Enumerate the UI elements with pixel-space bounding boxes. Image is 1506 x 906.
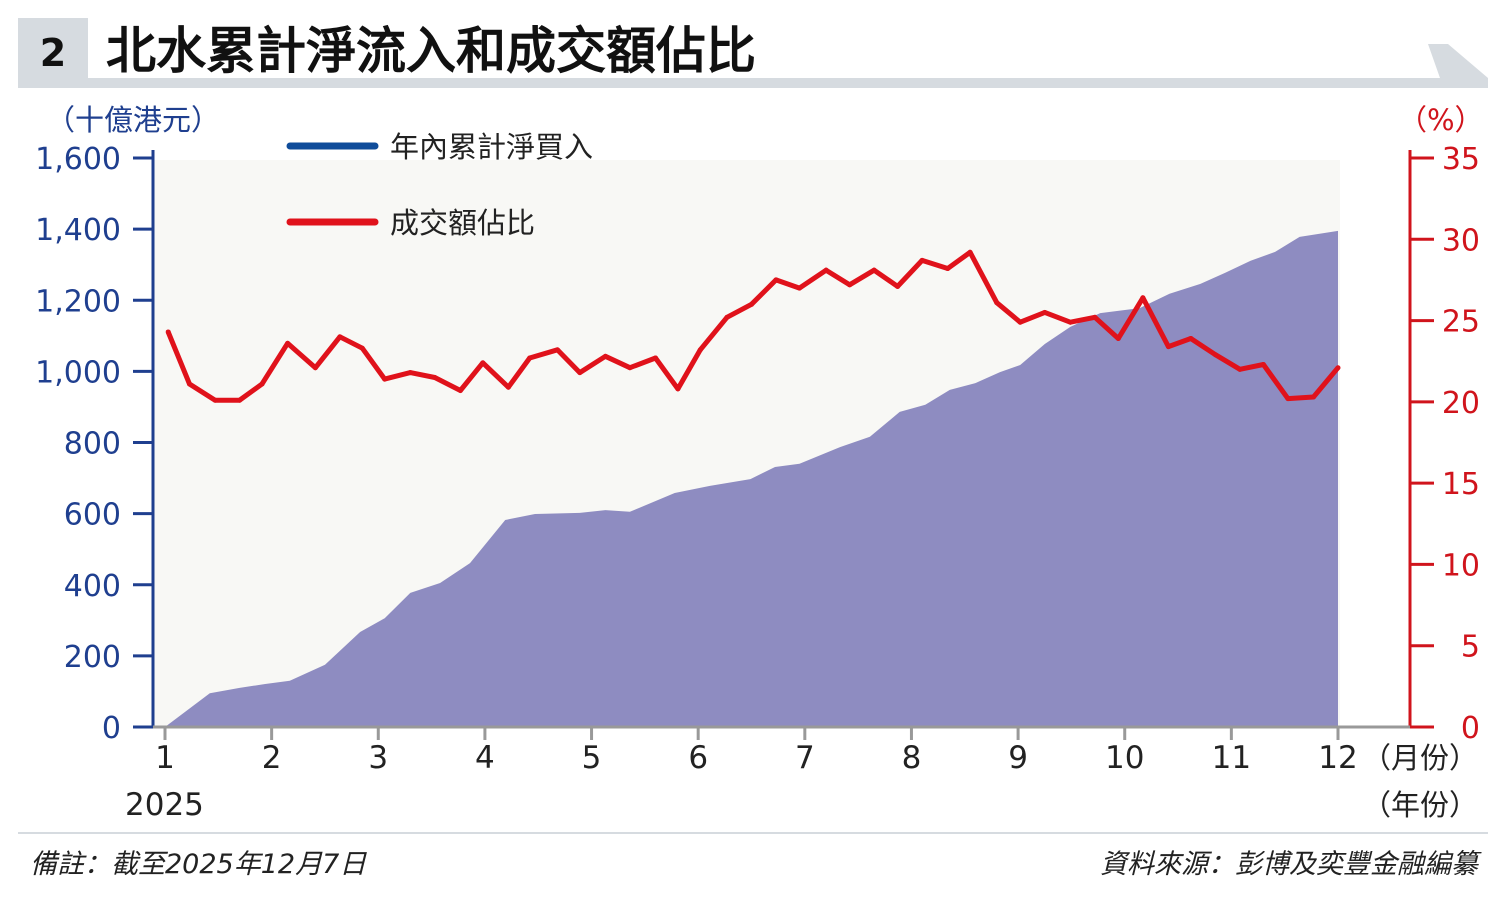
turnover-share-point: [994, 300, 1000, 306]
left-axis-label: （十億港元）: [46, 103, 220, 137]
turnover-share-point: [919, 257, 925, 263]
header-bar: [18, 78, 1448, 88]
header-number: 2: [40, 31, 66, 75]
left-tick-label: 1,400: [35, 213, 121, 248]
turnover-share-point: [554, 347, 560, 353]
legend: 年內累計淨買入 成交額佔比: [286, 130, 593, 240]
turnover-share-point: [697, 347, 703, 353]
year-label: 2025: [125, 787, 204, 823]
turnover-share-point: [724, 314, 730, 320]
x-tick-label: 2: [262, 740, 282, 776]
turnover-share-point: [382, 376, 388, 382]
year-unit: （年份）: [1362, 788, 1478, 822]
turnover-share-point: [945, 266, 951, 272]
turnover-share-point: [602, 353, 608, 359]
x-tick-label: 7: [795, 740, 815, 776]
turnover-share-point: [796, 285, 802, 291]
right-tick-label: 25: [1442, 305, 1480, 340]
turnover-share-point: [1042, 309, 1048, 315]
turnover-share-point: [457, 387, 463, 393]
turnover-share-point: [871, 267, 877, 273]
turnover-share-point: [1188, 335, 1194, 341]
turnover-share-point: [312, 365, 318, 371]
x-tick-label: 12: [1318, 740, 1357, 776]
x-tick-label: 11: [1212, 740, 1251, 776]
x-tick-label: 6: [688, 740, 708, 776]
left-tick-label: 0: [102, 711, 121, 746]
turnover-share-point: [1067, 319, 1073, 325]
turnover-share-point: [337, 334, 343, 340]
turnover-share-point: [1115, 335, 1121, 341]
x-tick-label: 5: [582, 740, 602, 776]
x-tick-label: 4: [475, 740, 495, 776]
right-tick-label: 20: [1442, 386, 1480, 421]
turnover-share-point: [359, 345, 365, 351]
legend-label-net-buy: 年內累計淨買入: [390, 130, 593, 164]
turnover-share-point: [1212, 352, 1218, 358]
turnover-share-point: [527, 355, 533, 361]
turnover-share-point: [432, 374, 438, 380]
turnover-share-point: [237, 397, 243, 403]
turnover-share-point: [1165, 344, 1171, 350]
turnover-share-point: [1310, 394, 1316, 400]
header-number-box: [18, 18, 88, 88]
turnover-share-point: [847, 282, 853, 288]
turnover-share-point: [1285, 396, 1291, 402]
x-tick-label: 10: [1105, 740, 1144, 776]
footer-note: 備註：截至2025年12月7日: [30, 849, 367, 880]
turnover-share-point: [627, 365, 633, 371]
legend-label-turnover-share: 成交額佔比: [390, 206, 535, 240]
right-tick-label: 35: [1442, 142, 1480, 177]
x-tick-label: 1: [155, 740, 175, 776]
turnover-share-point: [577, 370, 583, 376]
x-axis-unit: （月份）: [1362, 741, 1478, 775]
left-tick-label: 400: [64, 569, 121, 604]
turnover-share-point: [1335, 365, 1341, 371]
right-tick-label: 15: [1442, 467, 1480, 502]
right-tick-label: 30: [1442, 223, 1480, 258]
turnover-share-point: [407, 370, 413, 376]
chart-title: 北水累計淨流入和成交額佔比: [106, 22, 756, 80]
x-tick-label: 3: [368, 740, 388, 776]
header: 2 北水累計淨流入和成交額佔比: [18, 18, 1488, 88]
turnover-share-point: [749, 301, 754, 307]
turnover-share-point: [259, 381, 265, 387]
turnover-share-point: [212, 397, 218, 403]
turnover-share-point: [653, 355, 659, 361]
turnover-share-point: [1260, 361, 1266, 367]
net-buy-area: [165, 230, 1338, 727]
turnover-share-point: [165, 329, 171, 335]
right-tick-label: 5: [1461, 630, 1480, 665]
right-axis-label: （%）: [1398, 103, 1484, 137]
header-arrow: [1428, 44, 1488, 88]
turnover-share-point: [505, 384, 511, 390]
turnover-share-point: [967, 249, 973, 255]
turnover-share-point: [187, 381, 193, 387]
left-tick-label: 1,600: [35, 142, 121, 177]
x-tick-label: 8: [902, 740, 922, 776]
x-tick-label: 9: [1008, 740, 1028, 776]
left-tick-label: 600: [64, 498, 121, 533]
turnover-share-point: [773, 277, 779, 283]
left-tick-label: 1,200: [35, 284, 121, 319]
footer-source: 資料來源：彭博及奕豐金融編纂: [1100, 849, 1482, 880]
left-tick-label: 1,000: [35, 355, 121, 390]
right-tick-label: 10: [1442, 548, 1480, 583]
turnover-share-point: [480, 360, 486, 366]
turnover-share-point: [1017, 319, 1023, 325]
turnover-share-point: [895, 283, 901, 289]
turnover-share-point: [1092, 314, 1098, 320]
left-tick-label: 800: [64, 427, 121, 462]
left-tick-label: 200: [64, 640, 121, 675]
right-tick-label: 0: [1461, 711, 1480, 746]
turnover-share-point: [1140, 295, 1146, 301]
turnover-share-point: [823, 267, 829, 273]
turnover-share-point: [1237, 366, 1243, 372]
turnover-share-point: [675, 386, 681, 392]
turnover-share-point: [285, 340, 291, 346]
